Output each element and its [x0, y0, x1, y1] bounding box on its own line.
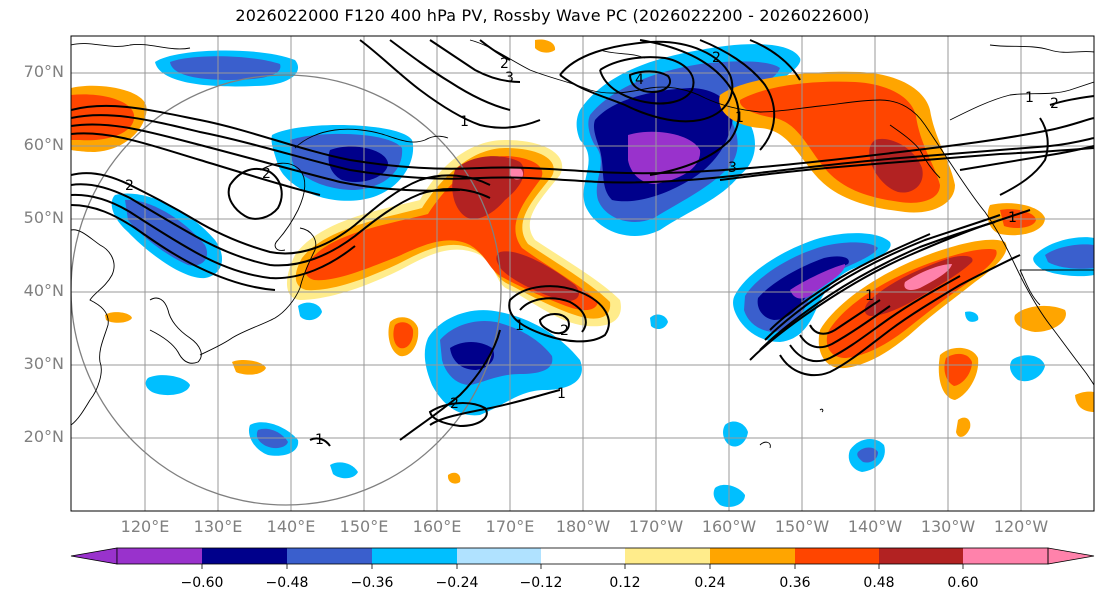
contour-label: 1: [1025, 90, 1034, 106]
contour-label: 1: [460, 114, 469, 130]
contour-label: 1: [557, 386, 566, 402]
contour-label: 1: [515, 318, 524, 334]
colorbar-bin: [963, 548, 1048, 564]
lon-label: 170°E: [485, 517, 535, 536]
contour-label: 2: [125, 178, 134, 194]
pc-contours: [71, 39, 1094, 447]
colorbar-tick-label: 0.24: [694, 575, 726, 591]
colorbar-bin: [879, 548, 963, 564]
lat-label-40n: 40°N: [23, 281, 64, 300]
lat-label-30n: 30°N: [23, 354, 64, 373]
map-frame: [70, 35, 1095, 512]
lon-label: 160°E: [412, 517, 462, 536]
contour-label: 1: [315, 432, 324, 448]
colorbar-tick-label: 0.36: [779, 575, 811, 591]
contour-label: 2: [450, 396, 459, 412]
colorbar-tick-label: −0.12: [519, 575, 563, 591]
lon-label: 160°W: [701, 517, 757, 536]
lon-label: 120°E: [120, 517, 170, 536]
colorbar-tick-label: 0.12: [609, 575, 641, 591]
contour-label: 2: [560, 323, 569, 339]
contour-label: 2: [262, 166, 271, 182]
colorbar-tick-label: −0.60: [180, 575, 224, 591]
lon-label: 120°W: [993, 517, 1049, 536]
contour-label: 3: [728, 160, 737, 176]
colorbar-bin: [625, 548, 710, 564]
contour-labels: 2 3 2 1 2 4 2 1 3 2 1 1 2 1 1 1 1 2: [125, 50, 1059, 448]
map-title: 2026022000 F120 400 hPa PV, Rossby Wave …: [235, 6, 870, 25]
colorbar-bin: [710, 548, 795, 564]
colorbar-bin: [287, 548, 372, 564]
colorbar-bin: [541, 548, 625, 564]
colorbar-extend-high: [1047, 547, 1095, 565]
colorbar-tick-label: −0.36: [350, 575, 394, 591]
lon-label: 180°W: [555, 517, 611, 536]
contour-label: 1: [865, 288, 874, 304]
graticule: [71, 36, 1094, 511]
colorbar-bin: [202, 548, 287, 564]
lon-label: 170°W: [628, 517, 684, 536]
contour-label: 4: [635, 72, 644, 88]
contour-label: 2: [500, 56, 509, 72]
colorbar-bin: [372, 548, 457, 564]
contour-label: 2: [712, 50, 721, 66]
contour-label: 1: [735, 110, 744, 126]
colorbar: [70, 547, 1095, 569]
lon-label: 150°E: [339, 517, 389, 536]
colorbar-tick-label: 0.60: [947, 575, 979, 591]
colorbar-bin: [795, 548, 879, 564]
lat-label-70n: 70°N: [23, 62, 64, 81]
lat-label-20n: 20°N: [23, 427, 64, 446]
lat-label-50n: 50°N: [23, 208, 64, 227]
lon-label: 150°W: [774, 517, 830, 536]
colorbar-tick-label: −0.24: [435, 575, 479, 591]
contour-label: 3: [505, 70, 514, 86]
colorbar-bin: [117, 548, 202, 564]
lon-label: 130°E: [193, 517, 243, 536]
lon-label: 140°W: [847, 517, 903, 536]
colorbar-bin: [457, 548, 541, 564]
contour-label: 2: [1050, 96, 1059, 112]
contour-label: 1: [1008, 210, 1017, 226]
lon-label: 130°W: [920, 517, 976, 536]
radius-circle: [71, 74, 502, 506]
pv-shading: [71, 39, 1094, 507]
lon-label: 140°E: [266, 517, 316, 536]
lat-label-60n: 60°N: [23, 135, 64, 154]
colorbar-tick-label: 0.48: [863, 575, 895, 591]
colorbar-tick-label: −0.48: [265, 575, 309, 591]
colorbar-extend-low: [70, 547, 118, 565]
